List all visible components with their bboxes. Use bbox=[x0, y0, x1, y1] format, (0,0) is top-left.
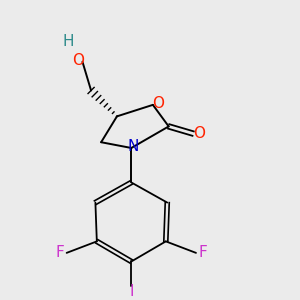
Text: F: F bbox=[55, 245, 64, 260]
Text: N: N bbox=[127, 139, 138, 154]
Text: O: O bbox=[72, 53, 84, 68]
Text: O: O bbox=[152, 96, 164, 111]
Text: H: H bbox=[62, 34, 74, 49]
Text: F: F bbox=[199, 245, 208, 260]
Text: O: O bbox=[194, 126, 206, 141]
Text: I: I bbox=[129, 284, 134, 299]
